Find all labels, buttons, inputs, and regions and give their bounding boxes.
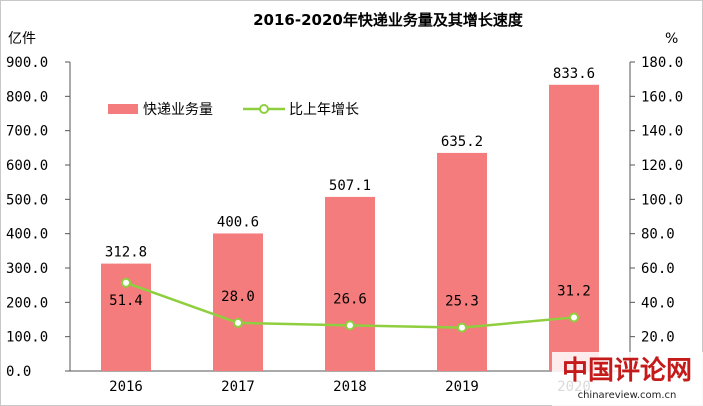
- bar-value-label: 400.6: [217, 214, 259, 230]
- left-tick-label: 100.0: [6, 330, 48, 346]
- bar: [437, 152, 487, 371]
- legend-bar-label: 快递业务量: [143, 102, 213, 118]
- legend-line-marker: [259, 104, 269, 114]
- bar-value-label: 312.8: [105, 245, 147, 261]
- line-value-label: 25.3: [445, 294, 479, 310]
- bar-value-label: 635.2: [441, 134, 483, 150]
- left-tick-label: 900.0: [6, 55, 48, 71]
- left-tick-label: 500.0: [6, 192, 48, 208]
- watermark-url: chinareview.com.cn: [578, 390, 677, 401]
- chart-title: 2016-2020年快递业务量及其增长速度: [253, 11, 524, 29]
- left-tick-label: 400.0: [6, 227, 48, 243]
- line-value-label: 26.6: [333, 291, 367, 307]
- line-point: [233, 317, 243, 328]
- watermark-backdrop: [552, 352, 703, 406]
- bar: [549, 84, 599, 371]
- right-tick-label: 160.0: [641, 89, 683, 105]
- right-tick-label: 80.0: [641, 227, 675, 243]
- right-tick-label: 40.0: [641, 295, 675, 311]
- right-tick-label: 60.0: [641, 261, 675, 277]
- watermark: 中国评论网 chinareview.com.cn: [552, 352, 703, 406]
- right-tick-label: 120.0: [641, 158, 683, 174]
- left-tick-label: 0.0: [6, 364, 31, 380]
- right-tick-label: 20.0: [641, 330, 675, 346]
- bar: [213, 233, 263, 371]
- line-point: [569, 312, 579, 323]
- y-axis-label-right: %: [665, 31, 678, 47]
- right-tick-label: 100.0: [641, 192, 683, 208]
- left-tick-label: 300.0: [6, 261, 48, 277]
- bar-value-label: 507.1: [329, 178, 371, 194]
- line-point: [121, 277, 131, 288]
- x-tick-label: 2019: [445, 379, 479, 395]
- line-value-label: 28.0: [221, 289, 255, 305]
- line-point: [345, 320, 355, 331]
- left-tick-label: 600.0: [6, 158, 48, 174]
- bar-value-label: 833.6: [553, 66, 595, 82]
- legend: 快递业务量 比上年增长: [108, 102, 359, 118]
- x-tick-label: 2016: [109, 379, 143, 395]
- right-tick-label: 140.0: [641, 124, 683, 140]
- x-tick-label: 2018: [333, 379, 367, 395]
- line-point: [457, 322, 467, 333]
- bar: [325, 196, 375, 371]
- right-tick-labels: 20.0 40.0 60.0 80.0 100.0 120.0 140.0 160.0 180.…: [630, 55, 683, 346]
- watermark-logo-text: 中国评论网: [562, 356, 692, 386]
- line-series: 51.4 28.0 26.6 25.3 31.2: [109, 277, 591, 333]
- x-tick-labels: 20162017201820192020: [109, 379, 591, 395]
- left-tick-label: 700.0: [6, 124, 48, 140]
- left-tick-label: 800.0: [6, 89, 48, 105]
- y-axis-label-left: 亿件: [8, 31, 36, 47]
- line-value-label: 31.2: [557, 283, 591, 299]
- right-tick-label: 180.0: [641, 55, 683, 71]
- legend-line-label: 比上年增长: [289, 102, 359, 118]
- line-value-label: 51.4: [109, 293, 143, 309]
- left-tick-labels: 0.0 100.0 200.0 300.0 400.0 500.0 600.0 700.0 80…: [6, 55, 70, 380]
- legend-bar-swatch: [108, 104, 138, 114]
- x-tick-label: 2017: [221, 379, 255, 395]
- left-tick-label: 200.0: [6, 295, 48, 311]
